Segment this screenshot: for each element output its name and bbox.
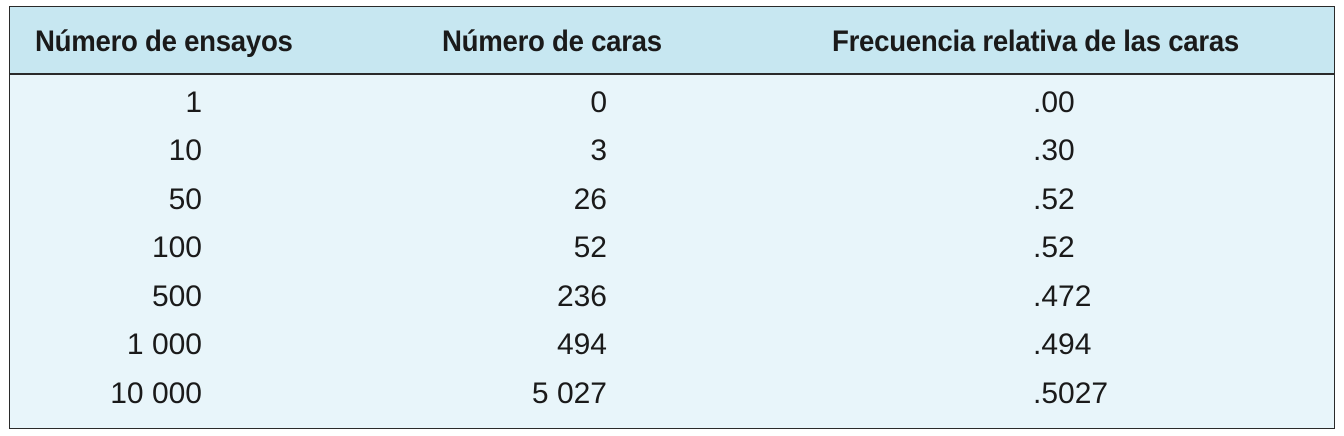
cell-trials: 10 000 xyxy=(110,377,202,410)
table-row: 1 000 494 .494 xyxy=(10,321,1334,369)
cell-relative-frequency: .30 xyxy=(1033,134,1075,167)
cell-trials: 500 xyxy=(151,280,202,313)
table-row: 500 236 .472 xyxy=(10,273,1334,321)
table-row: 50 26 .52 xyxy=(10,176,1334,224)
cell-trials: 100 xyxy=(151,231,202,264)
table-row: 100 52 .52 xyxy=(10,224,1334,272)
cell-relative-frequency: .494 xyxy=(1033,328,1092,361)
cell-relative-frequency: .472 xyxy=(1033,280,1092,313)
data-table: Número de ensayos Número de caras Frecue… xyxy=(9,6,1335,429)
cell-heads: 52 xyxy=(573,231,607,264)
cell-trials: 10 xyxy=(168,134,202,167)
table-row: 10 000 5 027 .5027 xyxy=(10,370,1334,418)
table-body: 1 0 .00 10 3 .30 50 26 .52 100 52 .52 50… xyxy=(10,75,1334,428)
cell-trials: 1 xyxy=(185,86,202,119)
table-row: 10 3 .30 xyxy=(10,127,1334,175)
column-header-relative-frequency: Frecuencia relativa de las caras xyxy=(832,25,1239,58)
cell-heads: 494 xyxy=(556,328,607,361)
table-header: Número de ensayos Número de caras Frecue… xyxy=(10,7,1334,75)
cell-heads: 26 xyxy=(573,183,607,216)
cell-relative-frequency: .52 xyxy=(1033,231,1075,264)
cell-heads: 3 xyxy=(590,134,607,167)
cell-heads: 5 027 xyxy=(531,377,607,410)
cell-heads: 0 xyxy=(590,86,607,119)
cell-trials: 1 000 xyxy=(126,328,202,361)
cell-trials: 50 xyxy=(168,183,202,216)
column-header-trials: Número de ensayos xyxy=(35,25,293,58)
cell-heads: 236 xyxy=(556,280,607,313)
table-row: 1 0 .00 xyxy=(10,79,1334,127)
cell-relative-frequency: .5027 xyxy=(1033,377,1109,410)
cell-relative-frequency: .52 xyxy=(1033,183,1075,216)
cell-relative-frequency: .00 xyxy=(1033,86,1075,119)
column-header-heads: Número de caras xyxy=(442,25,662,58)
